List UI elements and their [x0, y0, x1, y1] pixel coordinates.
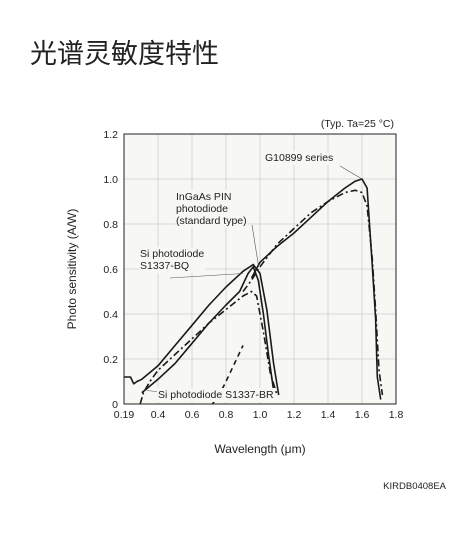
- x-tick-label: 1.6: [355, 409, 370, 421]
- series-label-bg: [157, 388, 275, 402]
- figure-code: KIRDB0408EA: [383, 481, 447, 492]
- leader-line: [169, 273, 244, 279]
- series-label: InGaAs PIN photodiode (standard type): [176, 191, 247, 227]
- series-label: Si photodiode S1337-BQ: [140, 248, 204, 272]
- series-line: [141, 266, 275, 394]
- y-tick-label: 0.2: [103, 354, 118, 366]
- series-line: [139, 290, 278, 405]
- series-label: Si photodiode S1337-BR: [158, 389, 274, 401]
- leader-line: [339, 165, 363, 180]
- y-tick-label: 0.6: [103, 264, 118, 276]
- series-label-bg: [264, 151, 335, 165]
- x-tick-label: 1.4: [321, 409, 336, 421]
- x-tick-label: 1.2: [287, 409, 302, 421]
- x-tick-label: 0.6: [185, 409, 200, 421]
- series-label-bg: [175, 190, 248, 228]
- ticks: 0.19 0.4 0.6 0.8 1.0 1.2 1.4 1.6 1.8 0 0.2 0.4 0.6 0.…: [103, 129, 403, 421]
- plot-frame: [123, 133, 397, 405]
- series-layer: [124, 178, 384, 405]
- x-tick-label: 0.4: [151, 409, 166, 421]
- series-line: [124, 263, 280, 396]
- series-label: G10899 series: [265, 152, 333, 164]
- labels-layer: G10899 series InGaAs PIN photodiode (standa…: [139, 151, 363, 402]
- leader-line: [251, 224, 259, 265]
- y-tick-label: 1.0: [103, 174, 118, 186]
- condition-label: (Typ. Ta=25 °C): [321, 118, 394, 130]
- x-tick-label: 0.19: [114, 409, 135, 421]
- x-axis-label: Wavelength (μm): [214, 442, 305, 456]
- grid: [124, 134, 396, 404]
- y-tick-label: 1.2: [103, 129, 118, 141]
- y-tick-label: 0: [112, 399, 118, 411]
- series-label-bg: [139, 247, 206, 273]
- y-axis-label: Photo sensitivity (A/W): [65, 209, 79, 330]
- y-tick-label: 0.4: [103, 309, 118, 321]
- x-tick-label: 1.8: [389, 409, 404, 421]
- x-tick-label: 1.0: [253, 409, 268, 421]
- y-tick-label: 0.8: [103, 219, 118, 231]
- page-title: 光谱灵敏度特性: [30, 39, 219, 70]
- x-tick-label: 0.8: [219, 409, 234, 421]
